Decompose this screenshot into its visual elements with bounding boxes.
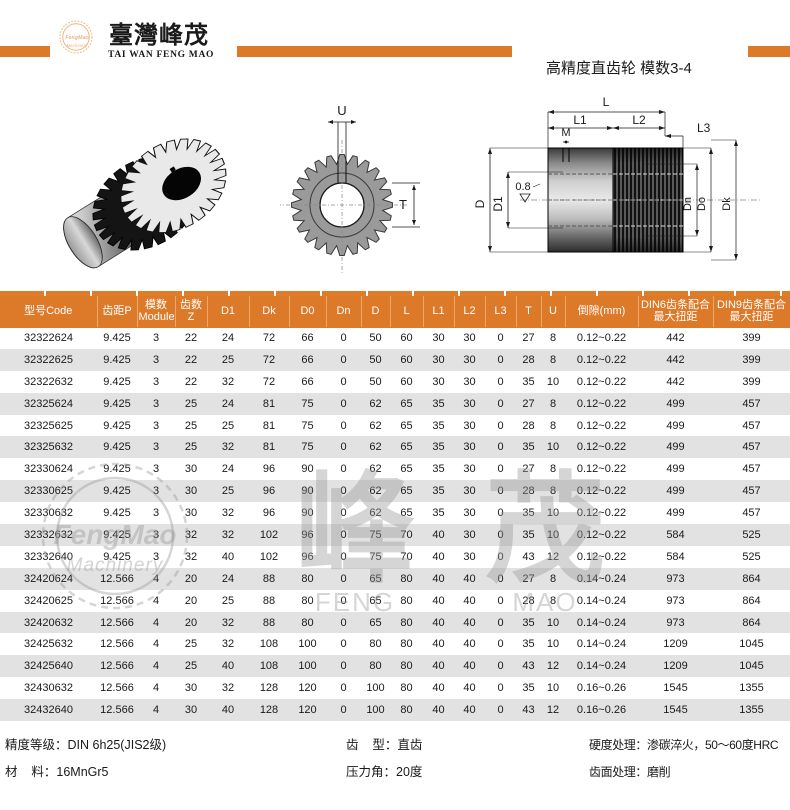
svg-text:D: D	[473, 199, 487, 208]
svg-text:M: M	[561, 127, 570, 139]
svg-text:Dk: Dk	[721, 197, 733, 211]
svg-text:Do: Do	[696, 197, 708, 211]
svg-text:FengMao: FengMao	[65, 35, 89, 41]
svg-text:0.8: 0.8	[515, 181, 530, 193]
svg-text:L: L	[603, 95, 610, 109]
svg-text:D1: D1	[491, 196, 505, 212]
svg-text:Machinery: Machinery	[66, 43, 88, 48]
svg-text:L3: L3	[697, 121, 711, 135]
svg-text:U: U	[337, 103, 346, 118]
svg-text:L1: L1	[573, 113, 587, 127]
svg-text:T: T	[399, 197, 407, 212]
svg-text:Dn: Dn	[682, 197, 694, 211]
svg-text:L2: L2	[632, 113, 646, 127]
